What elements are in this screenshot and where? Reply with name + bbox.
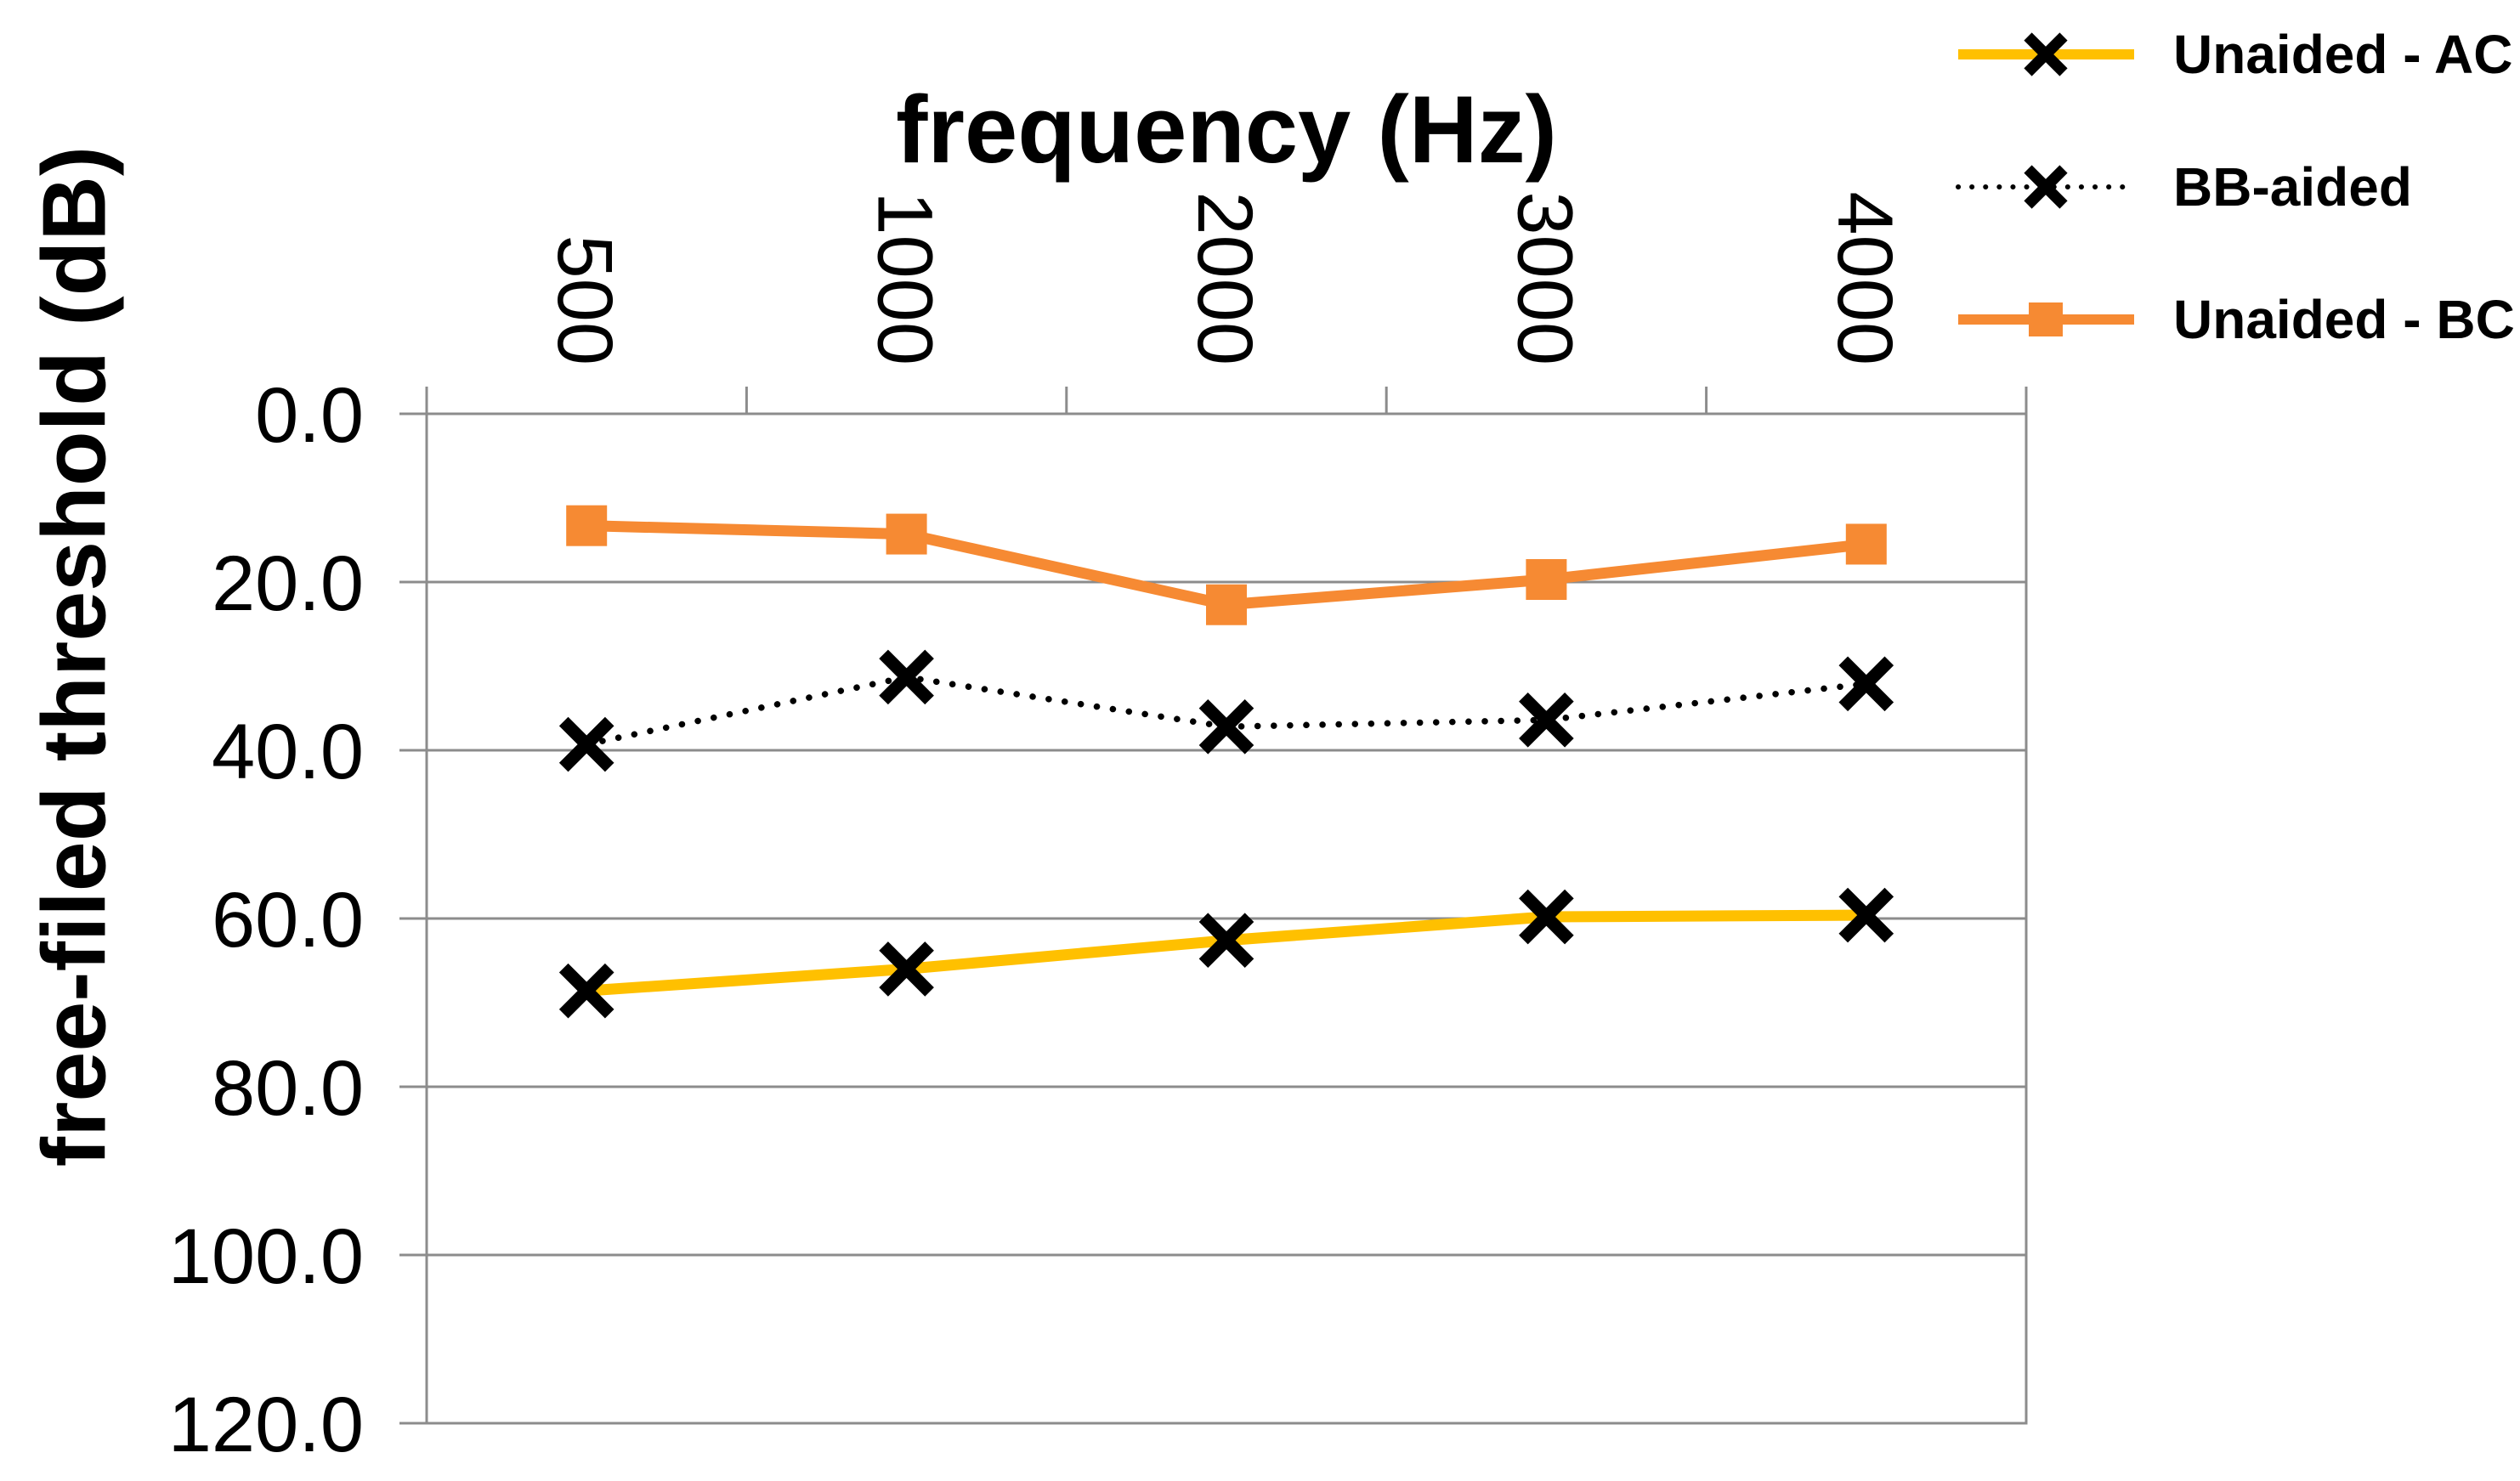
y-tick-label: 100.0: [168, 1213, 364, 1300]
data-point-x: [1198, 913, 1254, 969]
legend-item-0: Unaided - AC: [1955, 19, 2515, 90]
data-point-x: [879, 649, 934, 705]
data-point-square: [1526, 559, 1567, 601]
x-tick-label: 3000: [1501, 191, 1588, 365]
legend-item-1: BB-aided: [1955, 151, 2515, 223]
data-point-x: [558, 716, 614, 772]
legend-swatch-x-icon: [1956, 165, 2137, 209]
data-point-x: [1198, 698, 1254, 755]
data-point-square: [1206, 584, 1247, 625]
legend-swatch-square-icon: [1958, 302, 2134, 336]
data-point-x: [1519, 889, 1574, 945]
y-tick-label: 120.0: [168, 1382, 364, 1468]
series-line-0: [586, 909, 1866, 997]
data-point-x: [558, 963, 614, 1019]
data-point-x: [1838, 656, 1894, 712]
y-tick-label: 40.0: [212, 709, 364, 795]
data-point-x: [879, 941, 934, 997]
data-point-x: [1519, 692, 1574, 748]
legend-swatch-x-icon: [1958, 32, 2134, 76]
legend: Unaided - AC BB-aided Unaided - BC: [1955, 19, 2515, 355]
legend-label: Unaided - BC: [2173, 289, 2515, 350]
y-tick-label: 60.0: [212, 877, 364, 964]
x-tick-label: 2000: [1181, 191, 1268, 365]
y-tick-label: 20.0: [212, 540, 364, 627]
data-point-x: [1838, 887, 1894, 943]
y-axis-title: free-filed threshold (dB): [24, 145, 125, 1167]
y-tick-label: 0.0: [255, 372, 364, 459]
data-point-square: [1845, 523, 1887, 565]
data-point-square: [566, 505, 608, 546]
data-point-square: [886, 513, 927, 555]
legend-label: BB-aided: [2173, 156, 2412, 218]
y-tick-label: 80.0: [212, 1045, 364, 1132]
x-tick-label: 500: [541, 235, 628, 366]
x-tick-label: 1000: [862, 191, 949, 365]
legend-label: Unaided - AC: [2173, 24, 2513, 85]
x-axis-title: frequency (Hz): [896, 76, 1557, 183]
legend-item-2: Unaided - BC: [1955, 284, 2515, 355]
x-tick-label: 4000: [1821, 191, 1908, 365]
